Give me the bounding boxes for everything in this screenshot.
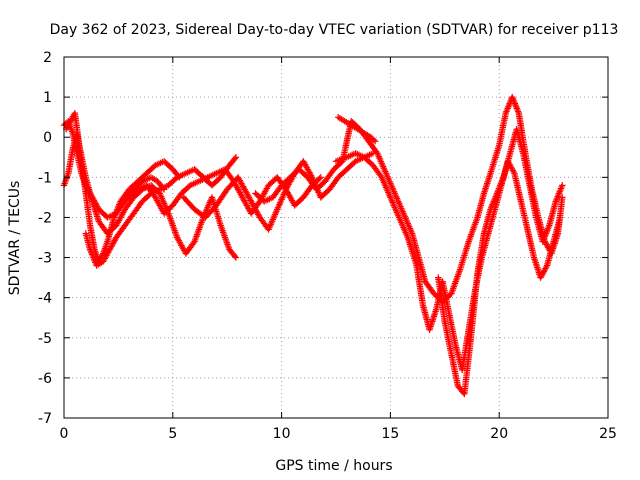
data-point	[559, 182, 566, 189]
data-point	[231, 155, 239, 162]
data-point	[317, 174, 324, 181]
y-tick-label: 0	[43, 130, 52, 146]
data-point	[370, 136, 377, 144]
data-point	[231, 253, 239, 260]
y-tick-label: -1	[38, 170, 52, 186]
y-tick-label: -6	[38, 371, 52, 387]
chart-title: Day 362 of 2023, Sidereal Day-to-day VTE…	[50, 22, 619, 38]
y-tick-label: -2	[38, 210, 52, 226]
x-tick-label: 15	[381, 426, 399, 442]
data-point	[316, 175, 323, 182]
x-tick-label: 10	[273, 426, 291, 442]
y-tick-label: 1	[43, 90, 52, 106]
y-tick-label: -4	[38, 291, 52, 307]
y-axis-label: SDTVAR / TECUs	[7, 181, 23, 296]
x-axis-label: GPS time / hours	[275, 458, 392, 474]
x-tick-labels: 0 5 10 15 20 25	[60, 426, 617, 442]
data-point	[190, 239, 197, 247]
x-tick-label: 0	[60, 426, 69, 442]
y-tick-label: -5	[38, 331, 52, 347]
data-point	[371, 138, 379, 145]
y-tick-label: -7	[38, 411, 52, 427]
data-point	[232, 154, 240, 161]
series-sat-j	[334, 113, 379, 145]
data-points	[60, 93, 566, 398]
data-point	[510, 168, 517, 176]
series-sat-e	[126, 166, 324, 217]
data-point	[559, 194, 566, 201]
x-tick-label: 5	[168, 426, 177, 442]
series-sat-i	[435, 126, 566, 398]
data-point	[232, 254, 240, 261]
data-point	[556, 214, 564, 221]
y-tick-labels: -7 -6 -5 -4 -3 -2 -1 0 1 2	[38, 50, 52, 427]
axis-ticks	[63, 56, 609, 419]
grid-lines	[64, 57, 608, 418]
series-sat-c	[62, 109, 240, 261]
y-tick-label: 2	[43, 50, 52, 66]
data-point	[543, 263, 550, 271]
x-tick-label: 25	[599, 426, 617, 442]
x-tick-label: 20	[490, 426, 508, 442]
y-tick-label: -3	[38, 251, 52, 267]
plot-frame	[63, 56, 609, 419]
